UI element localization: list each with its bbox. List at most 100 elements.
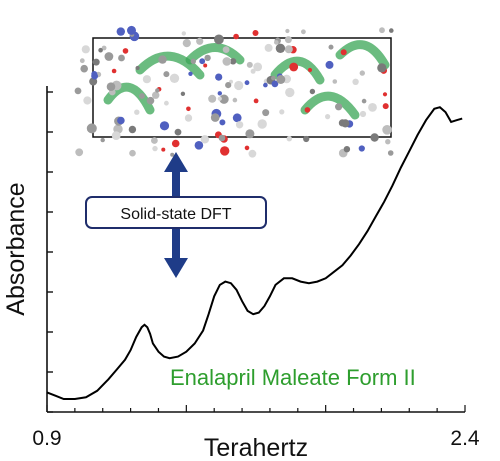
molecule-atoms <box>74 25 394 158</box>
helix-ribbon <box>300 91 360 120</box>
atom <box>343 146 351 153</box>
atom <box>340 49 347 56</box>
atom <box>275 43 286 53</box>
atom <box>377 63 387 73</box>
atom <box>169 73 180 84</box>
series-label: Enalapril Maleate Form II <box>170 365 416 390</box>
atom <box>359 110 367 118</box>
atom <box>214 34 224 45</box>
atom <box>129 149 136 157</box>
atom <box>163 71 170 78</box>
arrow-head-up <box>164 152 188 172</box>
atom <box>91 71 98 77</box>
atom <box>122 48 129 54</box>
atom <box>217 91 222 96</box>
atom <box>361 98 367 104</box>
atom <box>309 88 316 95</box>
atom <box>80 64 88 73</box>
atom <box>98 47 103 53</box>
atom <box>86 123 97 134</box>
atom <box>370 133 379 142</box>
atom <box>222 57 232 66</box>
atom <box>74 87 82 95</box>
dft-callout: Solid-state DFT <box>85 196 267 229</box>
atom <box>142 75 151 84</box>
atom <box>170 152 175 157</box>
atom <box>186 106 191 112</box>
atom <box>222 46 230 53</box>
atom <box>328 44 334 50</box>
atom <box>135 65 140 71</box>
atom <box>271 80 279 88</box>
helix-ribbon <box>335 40 390 70</box>
y-axis-ticks <box>47 91 53 413</box>
atom <box>325 60 334 69</box>
atom <box>116 27 126 36</box>
atom <box>217 96 222 101</box>
atom <box>220 146 230 156</box>
atom <box>152 91 160 99</box>
x-tick-label-min: 0.9 <box>32 427 61 450</box>
atom <box>181 31 186 36</box>
atom <box>389 28 394 33</box>
atom <box>161 147 166 152</box>
atom <box>117 116 125 125</box>
atom <box>368 103 377 112</box>
atom <box>352 78 359 86</box>
atom <box>244 80 250 86</box>
atom <box>246 61 253 68</box>
atom <box>289 62 299 72</box>
atom <box>210 113 220 122</box>
atom <box>387 150 394 156</box>
atom <box>303 135 310 143</box>
atom <box>111 131 121 141</box>
atom <box>196 37 204 45</box>
atom <box>146 96 155 105</box>
atom <box>100 137 105 143</box>
x-tick-label-max: 2.4 <box>450 427 480 450</box>
atom <box>155 88 160 93</box>
atom <box>248 149 257 158</box>
atom <box>257 119 267 129</box>
atom <box>182 39 191 48</box>
atom <box>151 137 158 144</box>
atom <box>233 33 239 40</box>
atom <box>180 91 186 97</box>
atom <box>229 58 237 65</box>
atom <box>83 96 92 105</box>
atom <box>127 25 136 35</box>
atom <box>128 125 137 134</box>
atom <box>219 94 229 104</box>
atom <box>174 128 182 136</box>
atom <box>307 67 313 73</box>
x-axis-title: Terahertz <box>204 434 308 461</box>
atom <box>262 109 270 117</box>
atom <box>325 114 331 120</box>
atom <box>286 136 292 142</box>
atom <box>79 58 85 64</box>
atom <box>359 70 365 76</box>
atom <box>152 145 158 152</box>
atom <box>253 98 259 104</box>
atom <box>101 45 107 51</box>
atom <box>134 109 140 115</box>
atom <box>159 121 170 131</box>
atom <box>263 82 268 88</box>
atom <box>89 77 98 86</box>
atom <box>164 100 169 106</box>
arrow-head-down <box>164 258 188 278</box>
x-axis-ticks <box>46 405 466 412</box>
atom <box>245 129 255 139</box>
atom <box>158 55 167 64</box>
atom <box>285 87 295 98</box>
atom <box>382 92 388 97</box>
atom <box>358 145 365 152</box>
atom <box>194 141 204 150</box>
atom <box>200 135 210 144</box>
helix-ribbon <box>185 43 245 65</box>
atom <box>382 125 392 135</box>
atom <box>301 29 306 35</box>
atom <box>335 103 343 111</box>
atom <box>118 54 125 62</box>
